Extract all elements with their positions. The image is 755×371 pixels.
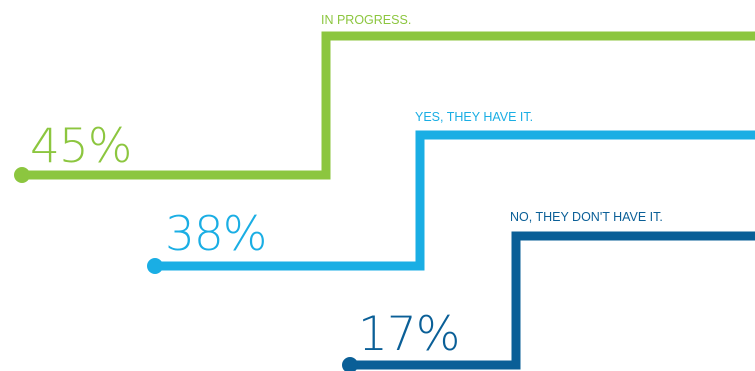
series-yes-they-have-it: 38% YES, THEY HAVE IT. <box>147 110 755 274</box>
series-in-progress-step-line <box>22 31 755 180</box>
series-no-they-dont-have-it: 17% NO, THEY DON'T HAVE IT. <box>342 210 755 371</box>
series-label-no-they-dont-have-it: NO, THEY DON'T HAVE IT. <box>510 210 663 224</box>
series-yes-they-have-it-step-line <box>155 130 755 271</box>
value-label-in-progress: 45% <box>30 119 131 174</box>
series-yes-they-have-it-start-dot <box>147 258 163 274</box>
series-label-in-progress: IN PROGRESS. <box>321 13 411 27</box>
series-in-progress: 45% IN PROGRESS. <box>14 13 755 183</box>
series-no-they-dont-have-it-step-line <box>350 231 755 370</box>
series-no-they-dont-have-it-start-dot <box>342 357 358 371</box>
series-label-yes-they-have-it: YES, THEY HAVE IT. <box>415 110 533 124</box>
series-in-progress-start-dot <box>14 167 30 183</box>
value-label-no-they-dont-have-it: 17% <box>358 307 459 362</box>
value-label-yes-they-have-it: 38% <box>165 207 266 262</box>
